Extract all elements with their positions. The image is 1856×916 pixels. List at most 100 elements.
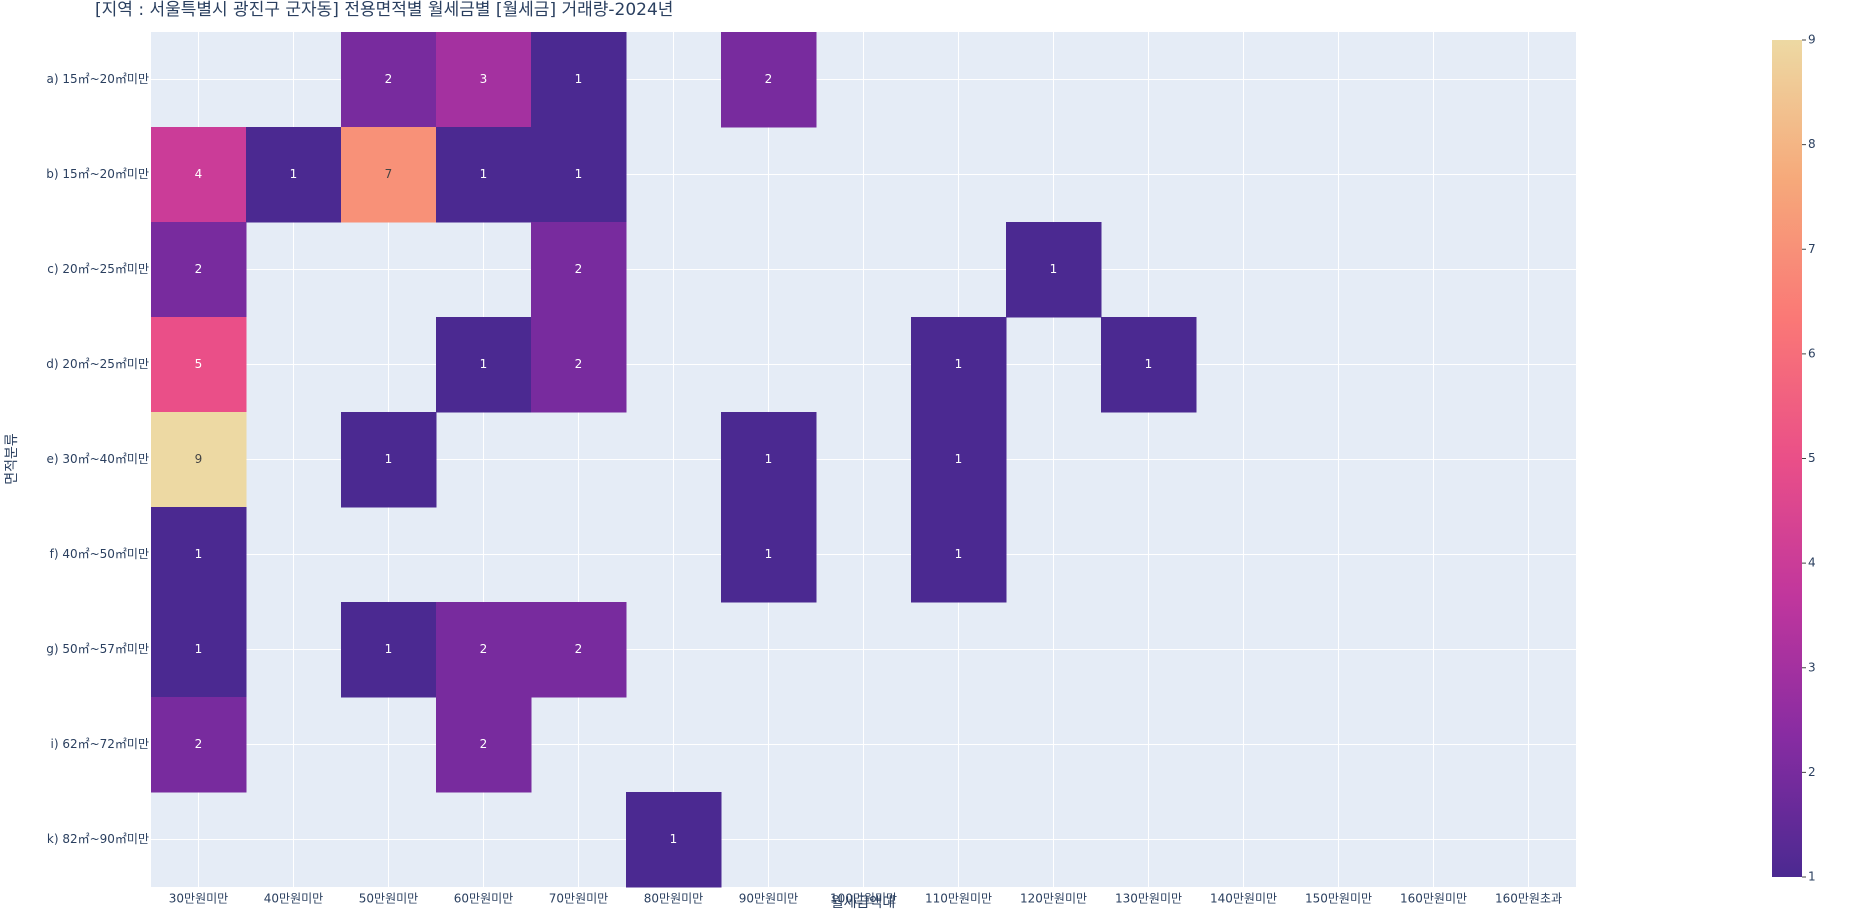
heatmap-cell <box>151 412 247 508</box>
cell-label: 2 <box>575 357 583 371</box>
heatmap-cell <box>531 222 627 318</box>
cell-label: 2 <box>480 642 488 656</box>
cell-label: 2 <box>480 737 488 751</box>
y-tick-label: g) 50㎡~57㎡미만 <box>46 642 149 656</box>
heatmap-cell <box>436 32 532 128</box>
x-tick-label: 160만원미만 <box>1400 892 1467 906</box>
heatmap-cell <box>151 222 247 318</box>
y-tick-label: e) 30㎡~40㎡미만 <box>46 452 149 466</box>
y-tick-label: k) 82㎡~90㎡미만 <box>47 832 149 846</box>
colorbar-tick-label: 5 <box>1808 451 1816 465</box>
heatmap-cell <box>1101 317 1197 413</box>
heatmap-cell <box>911 507 1007 603</box>
x-tick-label: 160만원초과 <box>1495 892 1562 906</box>
cell-label: 2 <box>195 262 203 276</box>
heatmap-cell <box>721 32 817 128</box>
x-tick-label: 80만원미만 <box>644 892 703 906</box>
cell-label: 1 <box>385 452 393 466</box>
cell-label: 1 <box>765 452 773 466</box>
x-tick-label: 40만원미만 <box>264 892 323 906</box>
cell-label: 1 <box>955 357 963 371</box>
y-tick-label: a) 15㎡~20㎡미만 <box>46 72 149 86</box>
heatmap-cell <box>151 602 247 698</box>
x-tick-label: 130만원미만 <box>1115 892 1182 906</box>
x-tick-label: 120만원미만 <box>1020 892 1087 906</box>
cell-label: 1 <box>955 547 963 561</box>
colorbar-tick-label: 1 <box>1808 870 1816 884</box>
heatmap-cell <box>341 412 437 508</box>
colorbar-tick-label: 6 <box>1808 346 1816 360</box>
x-tick-label: 90만원미만 <box>739 892 798 906</box>
cell-label: 4 <box>195 167 203 181</box>
heatmap-cell <box>1006 222 1102 318</box>
cell-label: 3 <box>480 72 488 86</box>
heatmap-cell <box>341 602 437 698</box>
heatmap-cell <box>151 507 247 603</box>
chart-title: [지역 : 서울특별시 광진구 군자동] 전용면적별 월세금별 [월세금] 거래… <box>95 0 673 20</box>
y-tick-label: c) 20㎡~25㎡미만 <box>47 262 149 276</box>
cell-label: 1 <box>290 167 298 181</box>
heatmap-cell <box>626 792 722 888</box>
cell-label: 1 <box>1050 262 1058 276</box>
y-axis-title: 면적분류 <box>4 433 20 485</box>
x-tick-label: 100만원미만 <box>830 892 897 906</box>
heatmap-cell <box>151 697 247 793</box>
heatmap-cell <box>436 697 532 793</box>
heatmap-cell <box>531 127 627 223</box>
cell-label: 2 <box>575 262 583 276</box>
heatmap-cell <box>531 32 627 128</box>
cell-label: 1 <box>955 452 963 466</box>
y-tick-label: f) 40㎡~50㎡미만 <box>50 547 149 561</box>
cell-label: 1 <box>385 642 393 656</box>
colorbar <box>1772 40 1802 877</box>
x-tick-label: 30만원미만 <box>169 892 228 906</box>
y-tick-label: d) 20㎡~25㎡미만 <box>46 357 149 371</box>
heatmap-cell <box>341 127 437 223</box>
cell-label: 2 <box>575 642 583 656</box>
x-tick-label: 150만원미만 <box>1305 892 1372 906</box>
x-axis-title: 월세금액대 <box>831 895 895 911</box>
cell-label: 1 <box>195 547 203 561</box>
heatmap-cell <box>721 412 817 508</box>
x-tick-label: 60만원미만 <box>454 892 513 906</box>
cell-label: 2 <box>195 737 203 751</box>
y-tick-label: i) 62㎡~72㎡미만 <box>50 737 149 751</box>
cell-label: 1 <box>670 832 678 846</box>
cell-label: 1 <box>575 167 583 181</box>
x-tick-label: 50만원미만 <box>359 892 418 906</box>
cell-label: 1 <box>480 167 488 181</box>
cell-label: 1 <box>765 547 773 561</box>
heatmap-cell <box>531 317 627 413</box>
heatmap-cell <box>911 317 1007 413</box>
cell-label: 2 <box>385 72 393 86</box>
cell-label: 9 <box>195 452 203 466</box>
heatmap-cell <box>436 127 532 223</box>
heatmap-cell <box>531 602 627 698</box>
colorbar-tick-label: 7 <box>1808 242 1816 256</box>
cell-label: 7 <box>385 167 393 181</box>
cell-label: 1 <box>1145 357 1153 371</box>
x-tick-label: 110만원미만 <box>925 892 992 906</box>
y-tick-label: b) 15㎡~20㎡미만 <box>46 167 149 181</box>
heatmap-cell <box>151 127 247 223</box>
x-tick-label: 140만원미만 <box>1210 892 1277 906</box>
x-tick-label: 70만원미만 <box>549 892 608 906</box>
cell-label: 5 <box>195 357 203 371</box>
heatmap-cell <box>911 412 1007 508</box>
colorbar-tick-label: 8 <box>1808 137 1816 151</box>
colorbar-tick-label: 2 <box>1808 765 1816 779</box>
cell-label: 1 <box>195 642 203 656</box>
heatmap-cell <box>341 32 437 128</box>
colorbar-tick-label: 3 <box>1808 660 1816 674</box>
cell-label: 2 <box>765 72 773 86</box>
heatmap-cell <box>151 317 247 413</box>
cell-label: 1 <box>480 357 488 371</box>
heatmap-cell <box>721 507 817 603</box>
heatmap-cell <box>436 317 532 413</box>
heatmap-cell <box>436 602 532 698</box>
cell-label: 1 <box>575 72 583 86</box>
colorbar-tick-label: 4 <box>1808 556 1816 570</box>
heatmap-cell <box>246 127 342 223</box>
colorbar-tick-label: 9 <box>1808 33 1816 47</box>
